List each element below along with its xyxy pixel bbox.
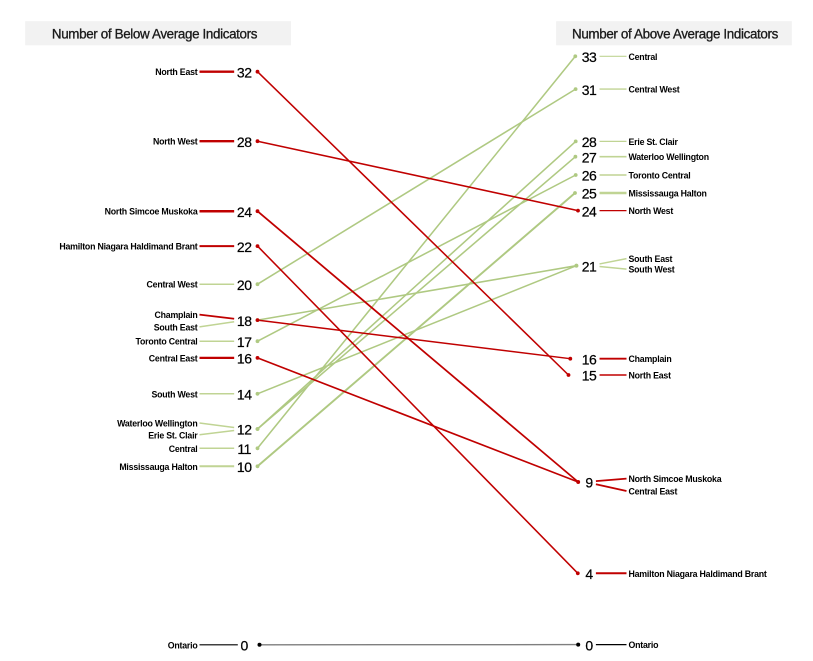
svg-text:Mississauga Halton: Mississauga Halton xyxy=(629,189,707,199)
svg-text:Erie St. Clair: Erie St. Clair xyxy=(629,137,679,147)
svg-text:South East: South East xyxy=(154,322,198,332)
svg-text:Number of Above Average Indica: Number of Above Average Indicators xyxy=(572,27,779,42)
svg-text:South East: South East xyxy=(629,254,673,264)
svg-text:Ontario: Ontario xyxy=(629,640,660,650)
svg-text:Central: Central xyxy=(169,444,198,454)
svg-text:20: 20 xyxy=(237,277,252,293)
svg-text:Champlain: Champlain xyxy=(155,310,198,320)
svg-text:North East: North East xyxy=(629,371,672,381)
svg-text:31: 31 xyxy=(582,82,597,98)
svg-text:North Simcoe Muskoka: North Simcoe Muskoka xyxy=(629,474,722,484)
svg-text:10: 10 xyxy=(237,459,252,475)
svg-text:Hamilton Niagara Haldimand Bra: Hamilton Niagara Haldimand Brant xyxy=(629,569,767,579)
svg-text:Central West: Central West xyxy=(629,85,680,95)
svg-text:15: 15 xyxy=(582,368,597,384)
svg-text:24: 24 xyxy=(582,203,597,219)
svg-text:16: 16 xyxy=(237,351,252,367)
svg-text:Toronto Central: Toronto Central xyxy=(135,337,197,347)
svg-text:South West: South West xyxy=(629,265,675,275)
svg-text:24: 24 xyxy=(237,204,252,220)
svg-text:North East: North East xyxy=(155,67,198,77)
svg-text:4: 4 xyxy=(585,566,593,582)
svg-text:11: 11 xyxy=(237,441,251,457)
svg-text:Number of Below Average Indica: Number of Below Average Indicators xyxy=(52,27,258,42)
svg-text:Toronto Central: Toronto Central xyxy=(629,171,691,181)
svg-text:32: 32 xyxy=(237,64,252,80)
svg-text:33: 33 xyxy=(582,49,597,65)
svg-text:Waterloo Wellington: Waterloo Wellington xyxy=(629,152,709,162)
svg-text:12: 12 xyxy=(237,422,252,438)
svg-text:26: 26 xyxy=(582,168,597,184)
svg-text:17: 17 xyxy=(237,334,252,350)
svg-text:Waterloo Wellington: Waterloo Wellington xyxy=(117,419,197,429)
svg-text:18: 18 xyxy=(237,313,252,329)
svg-text:22: 22 xyxy=(237,239,252,255)
svg-text:28: 28 xyxy=(582,134,597,150)
svg-text:North Simcoe Muskoka: North Simcoe Muskoka xyxy=(105,207,198,217)
svg-text:Central East: Central East xyxy=(629,487,678,497)
svg-text:Central West: Central West xyxy=(147,280,198,290)
svg-text:27: 27 xyxy=(582,149,597,165)
svg-text:Central East: Central East xyxy=(149,353,198,363)
svg-text:0: 0 xyxy=(585,637,593,653)
svg-text:14: 14 xyxy=(237,387,252,403)
svg-text:North West: North West xyxy=(629,206,674,216)
svg-text:16: 16 xyxy=(582,351,597,367)
svg-text:Central: Central xyxy=(629,52,658,62)
svg-text:Champlain: Champlain xyxy=(629,354,672,364)
svg-text:0: 0 xyxy=(241,638,249,654)
svg-text:9: 9 xyxy=(585,475,593,491)
svg-text:Ontario: Ontario xyxy=(168,640,199,650)
svg-text:South West: South West xyxy=(151,389,197,399)
svg-text:28: 28 xyxy=(237,134,252,150)
svg-text:North West: North West xyxy=(153,137,198,147)
svg-text:21: 21 xyxy=(582,258,597,274)
svg-text:25: 25 xyxy=(582,186,597,202)
svg-text:Mississauga Halton: Mississauga Halton xyxy=(119,462,197,472)
svg-text:Erie St. Clair: Erie St. Clair xyxy=(148,430,198,440)
svg-text:Hamilton Niagara Haldimand Bra: Hamilton Niagara Haldimand Brant xyxy=(59,242,197,252)
